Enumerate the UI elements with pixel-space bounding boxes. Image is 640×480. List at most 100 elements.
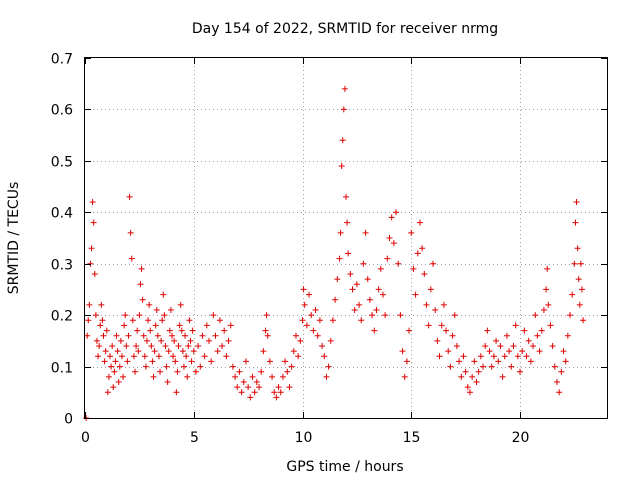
data-point [443, 327, 450, 334]
data-point [556, 389, 563, 396]
data-point [530, 343, 537, 349]
data-point [223, 353, 230, 360]
data-point [138, 265, 145, 272]
data-point [390, 240, 397, 247]
data-point [573, 199, 580, 205]
data-point [284, 368, 291, 375]
x-tick-label: 15 [403, 430, 421, 446]
data-point [319, 343, 326, 349]
data-point [506, 348, 513, 355]
data-point [466, 389, 473, 396]
data-point [549, 343, 556, 349]
data-point [388, 214, 395, 221]
data-point [547, 322, 554, 329]
data-point [186, 317, 193, 324]
data-point [229, 363, 236, 370]
data-point [192, 368, 199, 375]
data-point [343, 193, 349, 200]
data-point [351, 307, 358, 313]
data-point [256, 384, 262, 391]
data-point [251, 389, 258, 396]
data-point [161, 312, 168, 319]
data-point [292, 332, 299, 339]
data-point [321, 353, 328, 360]
data-point [115, 379, 122, 385]
data-point [137, 281, 144, 288]
data-point [451, 312, 458, 319]
data-point [543, 286, 550, 293]
data-point [203, 322, 210, 329]
data-point [416, 219, 423, 226]
data-point [345, 250, 352, 257]
data-point [199, 332, 206, 339]
data-point [184, 373, 191, 380]
data-point [187, 337, 194, 344]
data-point [227, 322, 234, 329]
data-point [575, 276, 582, 283]
data-point [130, 353, 137, 360]
data-point [190, 348, 197, 355]
data-point [312, 307, 319, 313]
data-point [157, 368, 164, 375]
data-point [301, 301, 308, 308]
data-point [369, 312, 376, 319]
data-point [571, 260, 578, 267]
data-point [221, 327, 228, 334]
data-point [167, 307, 174, 313]
data-point [107, 353, 114, 360]
data-point [499, 373, 506, 380]
data-point [473, 379, 480, 385]
data-point [432, 307, 439, 313]
data-point [105, 373, 112, 380]
data-point [145, 317, 152, 324]
data-point [373, 307, 380, 313]
data-point [527, 358, 534, 365]
data-point [258, 368, 265, 375]
data-point [434, 337, 441, 344]
data-point [469, 373, 476, 380]
data-point [525, 337, 532, 344]
data-point [334, 276, 341, 283]
data-point [382, 312, 389, 319]
x-tick-labels: 0 5 10 15 20 [81, 430, 529, 446]
data-point [297, 337, 304, 344]
data-point [170, 353, 177, 360]
data-point [142, 363, 149, 370]
data-point [99, 317, 106, 324]
data-point [91, 271, 98, 277]
data-point [129, 317, 136, 324]
data-point [189, 327, 196, 334]
plot-frame [84, 57, 608, 419]
data-point [534, 332, 541, 339]
data-point [544, 265, 551, 272]
data-point [560, 348, 567, 355]
data-point [438, 322, 445, 329]
data-point [458, 373, 465, 380]
data-point [569, 291, 576, 298]
data-point [143, 337, 150, 344]
chart-title: Day 154 of 2022, SRMTID for receiver nrm… [192, 21, 498, 37]
data-point [152, 322, 159, 329]
data-point [93, 337, 100, 344]
data-point [386, 235, 393, 241]
data-point [449, 332, 456, 339]
data-point [98, 301, 105, 308]
data-point [188, 358, 195, 365]
data-point [182, 332, 189, 339]
data-point [490, 353, 497, 360]
y-tick-label: 0.6 [51, 103, 73, 119]
data-point [519, 348, 526, 355]
data-point [403, 358, 410, 365]
data-point [201, 353, 208, 360]
data-point [92, 312, 99, 319]
data-point [147, 327, 154, 334]
data-point [134, 327, 141, 334]
data-point [124, 358, 131, 365]
data-point [260, 348, 267, 355]
data-point [379, 291, 386, 298]
x-tick-label: 5 [190, 430, 199, 446]
data-point [462, 368, 469, 375]
data-point [339, 137, 346, 144]
data-point [166, 327, 173, 334]
data-point [175, 343, 182, 349]
